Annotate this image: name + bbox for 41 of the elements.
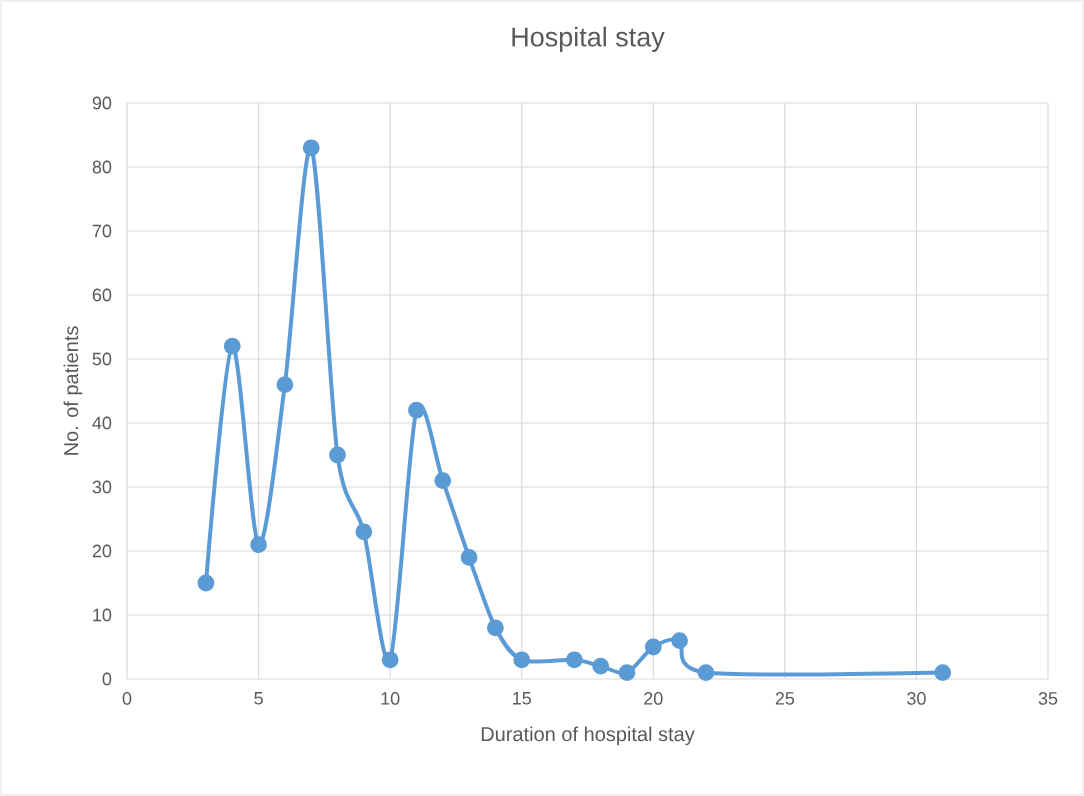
x-tick-label: 15 (513, 692, 531, 705)
point (565, 651, 583, 669)
y-tick-label: 70 (92, 224, 112, 238)
x-tick-label: 10 (381, 692, 400, 705)
point (250, 536, 267, 553)
x-tick-label: 20 (644, 692, 663, 705)
point (381, 651, 399, 669)
point (355, 523, 373, 541)
x-tick-label: 30 (907, 692, 926, 705)
y-tick-label: 20 (92, 544, 112, 558)
point (329, 446, 346, 464)
point (671, 632, 688, 649)
y-tick-label: 30 (92, 480, 112, 494)
point (434, 472, 452, 489)
point (460, 548, 478, 566)
chart-title: Hospital stay (512, 26, 665, 52)
y-tick-label: 50 (92, 352, 112, 366)
y-tick-label: 10 (93, 608, 112, 622)
y-tick-label: 40 (92, 416, 112, 430)
y-tick-label: 60 (92, 288, 112, 302)
point (618, 664, 636, 681)
x-tick-label: 35 (1038, 692, 1058, 705)
y-axis-title: No. of patients (63, 326, 83, 455)
x-axis-title: Duration of hospital stay (481, 726, 695, 746)
point (592, 657, 610, 675)
point (197, 574, 215, 592)
point (934, 664, 952, 681)
point (302, 139, 320, 157)
point (644, 638, 662, 656)
point (223, 337, 241, 355)
point (513, 651, 531, 669)
x-tick-label: 0 (122, 692, 132, 705)
x-tick-label: 25 (775, 692, 795, 705)
y-tick-label: 0 (102, 672, 112, 686)
y-tick-label: 80 (92, 160, 112, 174)
point (408, 401, 425, 419)
y-tick-label: 90 (92, 96, 112, 110)
point (276, 376, 294, 393)
point (697, 664, 715, 681)
point (486, 619, 504, 637)
x-tick-label: 5 (254, 692, 263, 705)
